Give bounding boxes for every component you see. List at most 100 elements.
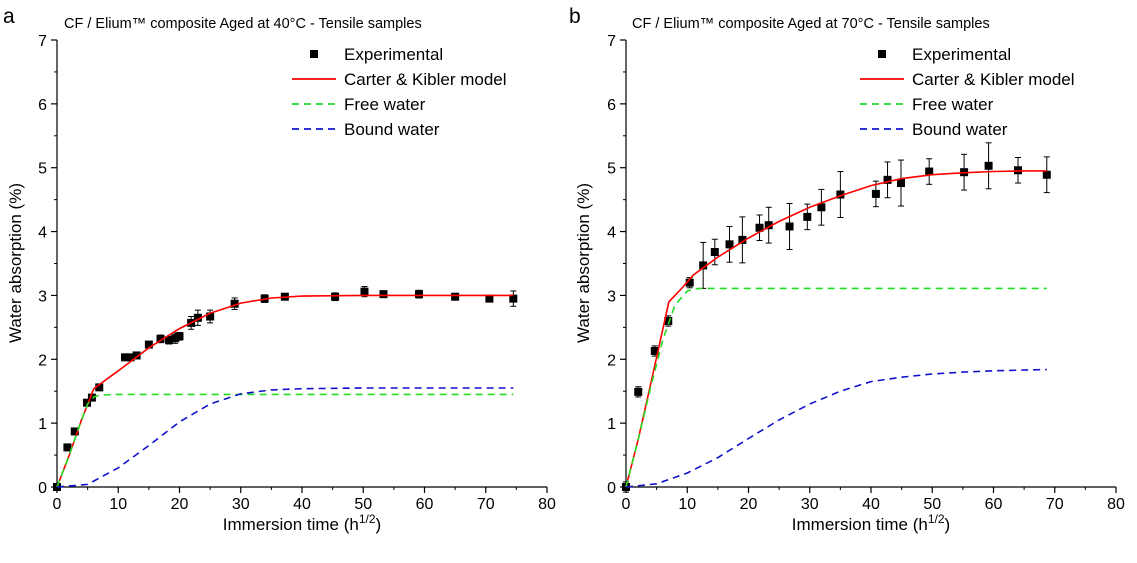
panel-b-x-tick-label: 20 xyxy=(740,496,758,513)
panel-a-carter-kibler-model-line xyxy=(56,294,514,488)
panel-a-legend-experimental-swatch xyxy=(310,50,318,58)
panel-a-data-point xyxy=(451,292,460,301)
panel-b-x-tick-label: 60 xyxy=(985,496,1003,513)
panel-b-legend-free-water-label: Free water xyxy=(912,95,994,114)
panel-a-data-point xyxy=(95,383,104,392)
panel-a-x-tick-label: 70 xyxy=(477,496,495,513)
panel-a-data-point xyxy=(63,443,72,452)
panel-a-y-tick-label: 0 xyxy=(38,480,47,497)
panel-a-x-tick-label: 60 xyxy=(416,496,434,513)
panel-a-y-tick-label: 6 xyxy=(38,97,47,114)
panel-a-y-tick-label: 1 xyxy=(38,416,47,433)
panel-a-data-point xyxy=(171,334,180,343)
panel-a-data-point xyxy=(509,294,518,303)
panel-b-x-tick-label: 10 xyxy=(678,496,696,513)
panel-b-data-point xyxy=(883,175,892,184)
panel-a-legend-experimental-label: Experimental xyxy=(344,45,443,64)
panel-a-data-point xyxy=(230,299,239,308)
panel-b-x-tick-label: 80 xyxy=(1107,496,1125,513)
panel-b-letter: b xyxy=(569,5,581,28)
panel-b-y-tick-label: 4 xyxy=(607,225,616,242)
panel-a-letter: a xyxy=(3,5,15,28)
panel-a-legend-carter-kibler-model-label: Carter & Kibler model xyxy=(344,70,507,89)
panel-b-y-tick-label: 1 xyxy=(607,416,616,433)
panel-b-carter-kibler-model-line xyxy=(625,170,1047,488)
panel-b-data-point xyxy=(1042,170,1051,179)
panel-a-y-axis-label: Water absorption (%) xyxy=(6,183,25,343)
panel-a-x-tick-label: 40 xyxy=(293,496,311,513)
panel-a-data-point xyxy=(126,353,135,362)
panel-b-data-point xyxy=(817,203,826,212)
panel-b-data-point xyxy=(871,189,880,198)
panel-a-x-tick-label: 20 xyxy=(171,496,189,513)
panel-a-data-point xyxy=(331,292,340,301)
panel-b-data-point xyxy=(984,161,993,170)
panel-b-y-tick-label: 2 xyxy=(607,352,616,369)
panel-a-data-point xyxy=(120,353,129,362)
panel-b-x-tick-label: 70 xyxy=(1046,496,1064,513)
panel-b-y-tick-label: 3 xyxy=(607,288,616,305)
panel-a-data-point xyxy=(360,287,369,296)
panel-b-data-point xyxy=(738,235,747,244)
panel-b-data-point xyxy=(897,179,906,188)
panel-b-title: CF / Elium™ composite Aged at 70°C - Ten… xyxy=(632,16,990,32)
panel-b-legend-experimental-swatch xyxy=(878,50,886,58)
panel-b-x-tick-label: 50 xyxy=(923,496,941,513)
panel-a-legend-free-water-label: Free water xyxy=(344,95,426,114)
panel-a-data-point xyxy=(144,340,153,349)
panel-b-data-point xyxy=(725,240,734,249)
panel-a-data-point xyxy=(175,332,184,341)
panel-b-legend-bound-water-label: Bound water xyxy=(912,120,1008,139)
panel-b-data-point xyxy=(710,248,719,257)
panel-b-legend-carter-kibler-model-label: Carter & Kibler model xyxy=(912,70,1075,89)
panel-b-data-point xyxy=(755,223,764,232)
panel-a-free-water-line xyxy=(56,393,514,488)
panel-b-data-point xyxy=(634,387,643,396)
panel-a-y-tick-label: 2 xyxy=(38,352,47,369)
panel-a-bound-water-line xyxy=(56,387,514,488)
panel-a-data-point xyxy=(414,290,423,299)
panel-a-y-tick-label: 4 xyxy=(38,225,47,242)
panel-b-data-point xyxy=(785,222,794,231)
panel-b-y-axis-label: Water absorption (%) xyxy=(574,183,593,343)
panel-a-data-point xyxy=(132,351,141,360)
panel-b-x-axis-label: Immersion time (h1/2) xyxy=(792,512,950,534)
panel-b-data-point xyxy=(925,167,934,176)
panel-a-x-tick-label: 10 xyxy=(109,496,127,513)
panel-b-y-tick-label: 7 xyxy=(607,33,616,50)
panel-b-x-tick-label: 30 xyxy=(801,496,819,513)
panel-a-data-point xyxy=(87,393,96,402)
panel-b-legend-experimental-label: Experimental xyxy=(912,45,1011,64)
panel-b-y-tick-label: 6 xyxy=(607,97,616,114)
panel-a-x-tick-label: 80 xyxy=(538,496,556,513)
panel-b-data-point xyxy=(650,346,659,355)
panel-a-y-tick-label: 3 xyxy=(38,288,47,305)
panel-a-title: CF / Elium™ composite Aged at 40°C - Ten… xyxy=(64,16,422,32)
panel-a-data-point xyxy=(83,398,92,407)
panel-a-data-point xyxy=(70,427,79,436)
panel-b-data-point xyxy=(664,316,673,325)
panel-b-data-point xyxy=(699,261,708,270)
panel-a-y-tick-label: 5 xyxy=(38,161,47,178)
panel-a-x-tick-label: 0 xyxy=(53,496,62,513)
panel-a-data-point xyxy=(379,290,388,299)
panel-b-y-tick-label: 5 xyxy=(607,161,616,178)
panel-a-data-point xyxy=(193,313,202,322)
panel-b-x-tick-label: 0 xyxy=(622,496,631,513)
panel-b-data-point xyxy=(836,190,845,199)
panel-b-free-water-line xyxy=(625,287,1047,488)
panel-a-legend-bound-water-label: Bound water xyxy=(344,120,440,139)
panel-b-bound-water-line xyxy=(625,368,1047,488)
panel-a: a CF / Elium™ composite Aged at 40°C - T… xyxy=(3,5,556,534)
panel-a-x-tick-label: 50 xyxy=(354,496,372,513)
panel-a-data-point xyxy=(206,312,215,321)
panel-a-x-axis-label: Immersion time (h1/2) xyxy=(223,512,381,534)
panel-a-data-point xyxy=(165,336,174,345)
panel-a-x-tick-label: 30 xyxy=(232,496,250,513)
panel-a-data-point xyxy=(156,334,165,343)
panel-a-y-tick-label: 7 xyxy=(38,33,47,50)
panel-b-x-tick-label: 40 xyxy=(862,496,880,513)
panel-b-data-point xyxy=(764,221,773,230)
panel-b-data-point xyxy=(803,212,812,221)
